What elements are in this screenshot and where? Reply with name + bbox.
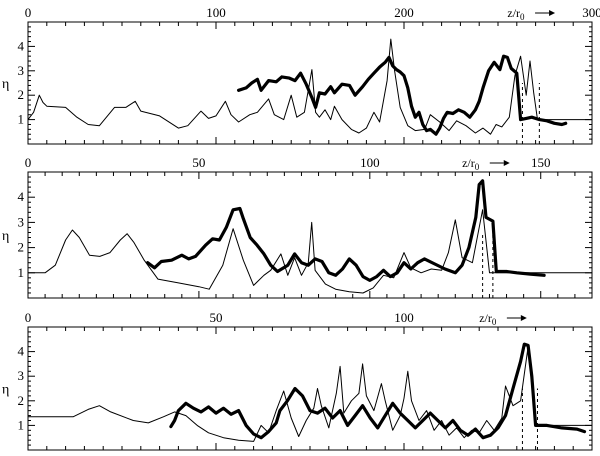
arrow-head-icon [503,160,510,166]
series-line-thin [28,346,592,442]
x-tick-label: 100 [394,310,414,325]
y-tick-label: 3 [18,63,25,78]
x-tick-label: 0 [25,310,32,325]
y-tick-label: 4 [18,38,25,53]
y-tick-label: 3 [18,214,25,229]
y-tick-label: 1 [18,417,25,432]
x-tick-label: 150 [531,155,551,170]
series-line-thick [146,179,546,282]
panel-2: 0 50 100 150 1 2 3 4 η z/r0 [2,155,593,299]
plot-frame [27,326,593,451]
x-axis-annotation: z/r0 [479,311,497,327]
series-line-thin [27,38,592,135]
y-tick-label: 4 [18,189,25,204]
y-axis-label: η [2,229,9,244]
y-tick-label: 2 [18,87,25,102]
x-tick-label: 300 [582,5,600,20]
arrow-head-icon [520,315,527,321]
x-tick-label: 100 [360,155,380,170]
y-tick-label: 2 [18,240,25,255]
series-line-thin [28,209,592,294]
x-tick-label: 200 [394,5,414,20]
y-tick-label: 3 [18,368,25,383]
series-line-thick [237,54,568,136]
panel-1: 0 100 200 300 1 2 3 4 η z/r0 [2,5,600,145]
series-line-thick [169,342,587,440]
x-tick-label: 50 [210,310,223,325]
plot-frame [27,171,593,299]
x-tick-label: 0 [25,155,32,170]
y-tick-label: 2 [18,393,25,408]
x-tick-label: 0 [25,5,32,20]
arrow-head-icon [549,10,556,16]
x-tick-label: 100 [206,5,226,20]
x-axis-annotation-subscript: 0 [492,317,497,327]
x-axis-annotation-subscript: 0 [520,12,525,22]
x-axis-annotation-subscript: 0 [475,162,480,172]
y-tick-label: 4 [18,344,25,359]
y-axis-label: η [2,383,9,398]
panel-3: 0 50 100 1 2 3 4 η z/r0 [2,310,593,451]
y-axis-label: η [2,77,9,92]
x-axis-annotation: z/r0 [507,6,525,22]
x-axis-annotation: z/r0 [462,156,480,172]
y-tick-label: 1 [18,112,25,127]
x-tick-label: 50 [192,155,205,170]
y-tick-label: 1 [18,265,25,280]
